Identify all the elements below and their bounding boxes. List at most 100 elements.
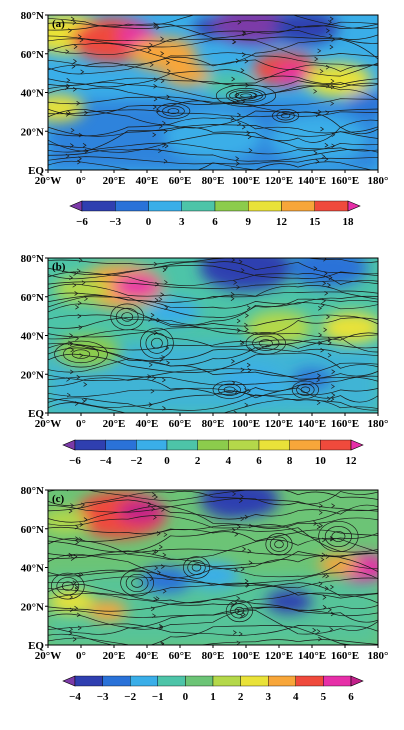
flow-arrow (316, 629, 321, 634)
flow-arrow (238, 498, 243, 503)
flow-arrow (242, 30, 246, 35)
colorbar-label: 2 (195, 455, 201, 467)
vortex-ring (162, 105, 185, 117)
colorbar-segment (148, 200, 182, 212)
vortex-ring (140, 327, 174, 359)
vortex-ring (296, 383, 315, 396)
colorbar-label: 12 (346, 455, 358, 467)
streamline (48, 69, 378, 88)
x-tick-label: 60°E (169, 650, 192, 662)
flow-arrow (331, 132, 336, 138)
flow-arrow (323, 258, 327, 262)
flow-arrow (314, 56, 319, 62)
flow-arrow (317, 373, 321, 378)
flow-arrow (163, 158, 168, 164)
colorbar-segment (214, 200, 249, 212)
flow-arrow (241, 124, 246, 130)
flow-arrow (317, 48, 322, 54)
map-area (48, 490, 378, 645)
vortex-ring (187, 559, 206, 576)
flow-arrow (80, 69, 85, 75)
streamline (48, 38, 378, 57)
flow-arrow (158, 148, 162, 154)
flow-arrow (313, 266, 318, 271)
flow-arrow (81, 502, 85, 508)
vortex-ring (229, 89, 263, 102)
shading-blob (117, 499, 164, 524)
streamline (48, 295, 378, 309)
colorbar-segment (248, 200, 282, 212)
flow-arrow (66, 377, 71, 382)
flow-arrow (331, 384, 335, 389)
flow-arrow (152, 104, 157, 110)
colorbar-min-arrow (62, 675, 76, 687)
flow-arrow (153, 96, 158, 102)
streamline (48, 515, 378, 529)
flow-arrow (231, 527, 236, 533)
flow-arrow (320, 347, 325, 353)
flow-arrow (154, 23, 159, 28)
shading-blob (114, 273, 161, 298)
flow-arrow (157, 570, 161, 575)
flow-arrow (166, 60, 170, 65)
flow-arrow (240, 566, 245, 572)
flow-arrow (165, 345, 170, 351)
vortex-ring (120, 569, 154, 597)
flow-arrow (78, 537, 83, 542)
flow-arrow (156, 531, 161, 536)
streamline (48, 375, 378, 395)
streamline (48, 36, 378, 48)
flow-arrow (147, 374, 152, 379)
flow-arrow (247, 134, 252, 140)
colorbar-max-arrow (350, 439, 364, 451)
streamline (48, 528, 378, 542)
vortex-ring (131, 578, 143, 588)
flow-arrow (320, 126, 325, 132)
vortex-ring (269, 536, 289, 552)
shading-blob (199, 490, 279, 520)
flow-arrow (247, 548, 252, 554)
flow-arrow (158, 296, 163, 302)
streamline (48, 490, 378, 502)
colorbar-label: 9 (246, 216, 252, 228)
flow-arrow (78, 325, 83, 330)
x-tick-label: 120°E (265, 418, 293, 430)
vortex-ring (291, 380, 319, 399)
flow-arrow (162, 588, 167, 594)
flow-arrow (162, 406, 166, 411)
flow-arrow (148, 362, 153, 368)
colorbar-label: −1 (152, 691, 164, 703)
vortex-ring (151, 337, 163, 349)
x-tick-label: 20°E (103, 418, 126, 430)
flow-arrow (70, 16, 75, 22)
flow-arrow (149, 62, 154, 68)
shading-blob (48, 94, 85, 122)
flow-arrow (240, 68, 245, 73)
flow-arrow (166, 360, 170, 366)
map-area (48, 15, 378, 170)
vortex-ring (71, 349, 91, 359)
flow-arrow (159, 624, 163, 629)
flow-arrow (69, 275, 74, 281)
flow-arrow (329, 16, 334, 22)
streamline (48, 524, 378, 536)
shading-blob (219, 364, 286, 400)
flow-arrow (81, 280, 86, 285)
streamline (48, 280, 378, 289)
shading-blob (54, 275, 108, 303)
streamline (48, 148, 378, 162)
colorbar-label: 3 (179, 216, 185, 228)
flow-arrow (73, 59, 77, 64)
flow-arrow (152, 613, 156, 619)
streamline (48, 527, 378, 553)
flow-arrow (320, 302, 325, 308)
flow-arrow (230, 116, 235, 121)
flow-arrow (84, 148, 89, 154)
flow-arrow (313, 89, 318, 94)
colorbar-segment (185, 675, 214, 687)
vortex-ring (54, 340, 108, 368)
flow-arrow (163, 414, 166, 418)
x-tick-label: 100°E (232, 650, 260, 662)
flow-arrow (323, 271, 328, 276)
